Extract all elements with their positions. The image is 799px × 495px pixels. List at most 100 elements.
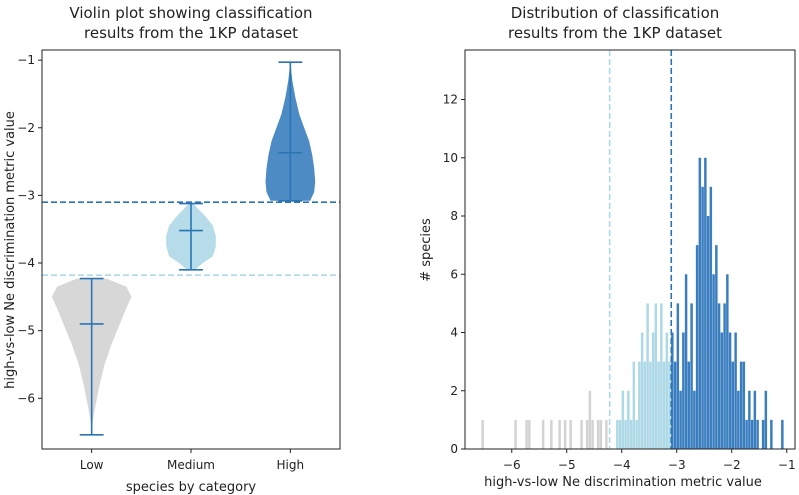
histogram-bar-low [569,419,572,449]
histogram-bar-medium [624,419,627,449]
violin-y-axis-label: high-vs-low Ne discrimination metric val… [3,111,18,389]
histogram-bar-high [673,361,677,449]
histogram-bar-high [679,390,682,449]
histogram-bar-high [750,419,754,449]
histogram-y-tick-label: 6 [450,267,458,281]
histogram-bar-low [563,419,567,449]
histogram-bar-low [580,419,583,449]
histogram-y-tick-label: 4 [450,326,458,340]
histogram-y-tick-label: 2 [450,384,458,398]
histogram-bar-high [698,157,702,449]
histogram-bar-medium [627,390,630,449]
histogram-bar-high [728,332,732,449]
histogram-bar-medium [654,303,658,449]
histogram-bar-medium [635,419,638,449]
histogram-bar-medium [632,361,636,449]
histogram-bar-high [764,390,768,449]
histogram-bar-medium [665,332,669,449]
histogram-bar-medium [638,361,641,449]
histogram-bar-high [701,186,704,449]
histogram-x-tick-label: −1 [778,458,796,472]
violin-title-line-1: Violin plot showing classification [69,4,312,22]
histogram-bar-low [588,390,592,449]
violin-x-tick-label: Low [80,458,104,472]
histogram-bar-low [599,419,603,449]
histogram-bar-high [720,332,724,449]
violin-y-tick-label: −3 [17,188,35,202]
histogram-bar-high [723,303,726,449]
violin-y-tick-label: −6 [17,391,35,405]
histogram-bar-high [761,419,765,449]
violin-title-line-2: results from the 1KP dataset [84,24,298,42]
histogram-bar-high [684,274,688,449]
violin-y-tick-label: −2 [17,121,35,135]
violin-x-tick-label: Medium [167,458,215,472]
histogram-bar-medium [629,419,633,449]
histogram-bar-low [514,419,517,449]
violin-plot-area [42,61,340,436]
histogram-x-tick-label: −3 [668,458,686,472]
histogram-title-line-2: results from the 1KP dataset [508,24,722,42]
histogram-bar-low [550,419,553,449]
histogram-bar-high [709,186,713,449]
histogram-bar-high [748,390,751,449]
histogram-bar-high [745,419,748,449]
histogram-bar-high [734,332,737,449]
histogram-axes-frame [464,49,796,450]
histogram-bar-low [605,419,608,449]
histogram-bar-high [770,419,773,449]
violin-y-tick-label: −1 [17,53,35,67]
histogram-bar-high [695,245,699,449]
histogram-y-tick-label: 0 [450,442,458,456]
histogram-bar-high [715,245,718,449]
violin-x-axis-label: species by category [126,480,257,495]
histogram-bar-high [676,303,680,449]
histogram-bar-low [591,419,594,449]
histogram-bar-medium [618,419,622,449]
histogram-bar-low [585,419,589,449]
histogram-bar-high [706,216,710,449]
histogram-x-ticks: −6 −5 −4 −3 −2 −1 [503,449,796,472]
histogram-bar-high [742,361,746,449]
histogram-bar-high [731,361,735,449]
histogram-bar-low [528,419,531,449]
histogram-bar-low [541,419,545,449]
histogram-panel: Distribution of classification results f… [419,4,796,490]
histogram-y-ticks: 0 2 4 6 8 10 12 [443,93,465,456]
histogram-title-line-1: Distribution of classification [511,4,720,22]
histogram-bar-high [717,303,721,449]
histogram-bar-high [739,361,743,449]
histogram-bar-high [726,274,729,449]
histogram-bar-medium [621,390,625,449]
histogram-bar-high [704,157,707,449]
violin-panel: Violin plot showing classification resul… [3,4,341,495]
histogram-bar-medium [640,332,644,449]
histogram-bar-high [737,390,740,449]
histogram-bar-high [687,361,691,449]
histogram-bar-low [481,419,484,449]
violin-x-tick-label: High [277,458,305,472]
histogram-bar-medium [643,361,647,449]
histogram-x-axis-label: high-vs-low Ne discrimination metric val… [484,475,762,490]
histogram-bar-medium [651,332,655,449]
histogram-bar-medium [616,419,619,449]
violin-y-tick-label: −5 [17,324,35,338]
histogram-plot-area [481,50,784,449]
violin-x-ticks: Low Medium High [80,449,304,472]
violin-y-tick-label: −4 [17,256,35,270]
histogram-y-tick-label: 10 [443,151,458,165]
histogram-bar-high [693,390,696,449]
histogram-y-axis-label: # species [419,218,434,282]
histogram-bar-medium [662,361,666,449]
histogram-bar-medium [646,303,649,449]
histogram-y-tick-label: 12 [443,93,458,107]
histogram-bar-high [756,419,759,449]
histogram-x-tick-label: −5 [558,458,576,472]
histogram-x-tick-label: −6 [503,458,521,472]
histogram-bar-medium [668,361,671,449]
histogram-bar-high [671,332,674,449]
histogram-bar-low [596,419,600,449]
histogram-bar-high [781,419,784,449]
histogram-bar-medium [660,303,663,449]
